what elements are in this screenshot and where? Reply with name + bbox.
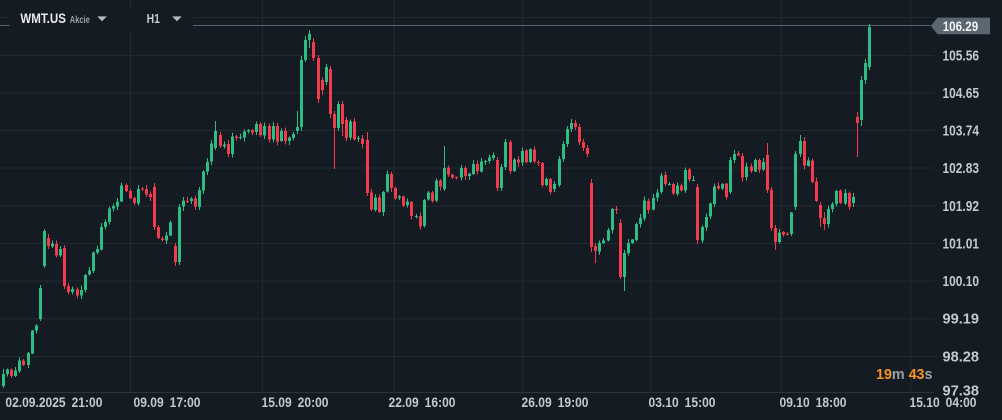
svg-text:98.28: 98.28 [943, 349, 980, 365]
svg-text:03.10 15:00: 03.10 15:00 [649, 395, 716, 410]
svg-text:104.65: 104.65 [943, 86, 980, 102]
svg-text:101.92: 101.92 [943, 199, 980, 215]
svg-text:02.09.2025 21:00: 02.09.2025 21:00 [5, 395, 102, 410]
svg-text:WMT.US: WMT.US [20, 11, 66, 26]
svg-text:101.01: 101.01 [943, 236, 980, 252]
svg-text:100.10: 100.10 [943, 274, 980, 290]
svg-text:106.29: 106.29 [943, 18, 979, 34]
svg-text:19m 43s: 19m 43s [876, 367, 933, 383]
svg-text:15.09 20:00: 15.09 20:00 [262, 395, 329, 410]
svg-text:09.09 17:00: 09.09 17:00 [134, 395, 201, 410]
svg-text:15.10 04:00: 15.10 04:00 [910, 395, 977, 410]
svg-text:102.83: 102.83 [943, 161, 980, 177]
svg-text:22.09 16:00: 22.09 16:00 [389, 395, 456, 410]
svg-text:105.56: 105.56 [943, 48, 980, 64]
svg-text:Akcie: Akcie [70, 14, 90, 26]
svg-text:99.19: 99.19 [943, 312, 980, 328]
svg-text:103.74: 103.74 [943, 124, 980, 140]
svg-text:26.09 19:00: 26.09 19:00 [522, 395, 589, 410]
svg-text:H1: H1 [147, 11, 160, 26]
svg-text:97.38: 97.38 [943, 384, 980, 400]
svg-text:09.10 18:00: 09.10 18:00 [780, 395, 847, 410]
